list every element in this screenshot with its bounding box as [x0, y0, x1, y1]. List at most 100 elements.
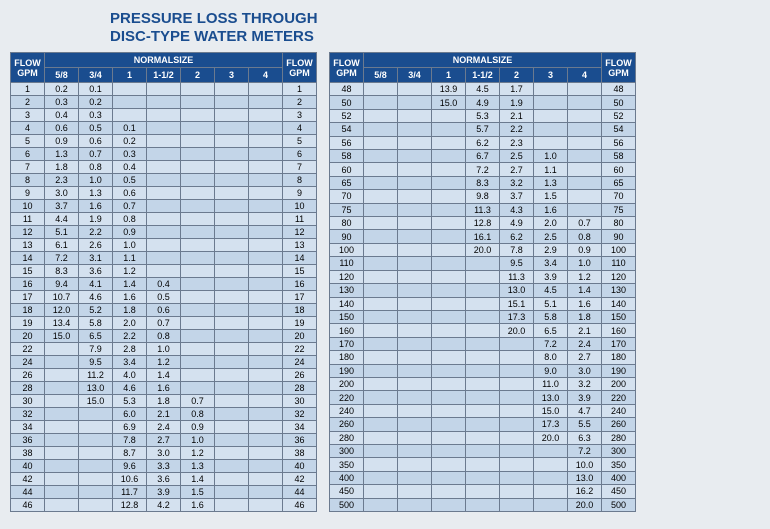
- table-row: 2015.06.52.20.820: [11, 330, 317, 343]
- cell-value: 9.5: [500, 257, 534, 270]
- cell-value: [45, 382, 79, 395]
- cell-value: [398, 217, 432, 230]
- cell-flow-right: 50: [602, 96, 636, 109]
- cell-flow-right: 200: [602, 377, 636, 390]
- cell-value: 4.5: [466, 83, 500, 96]
- cell-value: 3.6: [147, 473, 181, 486]
- cell-value: [398, 123, 432, 136]
- cell-value: [249, 395, 283, 408]
- cell-flow-left: 54: [330, 123, 364, 136]
- pressure-loss-table-1: FLOWGPMNORMALSIZEFLOWGPM5/83/411-1/2234 …: [10, 52, 317, 512]
- cell-value: [432, 458, 466, 471]
- cell-value: 2.6: [79, 239, 113, 252]
- cell-value: [249, 174, 283, 187]
- cell-value: [215, 291, 249, 304]
- cell-value: 0.6: [45, 122, 79, 135]
- cell-value: 0.7: [113, 200, 147, 213]
- table-row: 61.30.70.36: [11, 148, 317, 161]
- cell-value: 15.0: [79, 395, 113, 408]
- cell-value: [215, 148, 249, 161]
- cell-value: 1.6: [568, 297, 602, 310]
- cell-value: [466, 485, 500, 498]
- cell-value: 20.0: [534, 431, 568, 444]
- cell-value: 0.5: [79, 122, 113, 135]
- cell-value: 0.4: [113, 161, 147, 174]
- cell-value: 5.3: [113, 395, 147, 408]
- table-row: 586.72.51.058: [330, 150, 636, 163]
- cell-flow-left: 170: [330, 337, 364, 350]
- cell-value: [398, 190, 432, 203]
- cell-value: [398, 485, 432, 498]
- cell-flow-left: 46: [11, 499, 45, 512]
- cell-flow-left: 28: [11, 382, 45, 395]
- cell-value: [249, 330, 283, 343]
- cell-value: 3.9: [147, 486, 181, 499]
- col-size-2: 1: [432, 68, 466, 83]
- cell-value: [364, 83, 398, 96]
- cell-flow-right: 56: [602, 136, 636, 149]
- cell-value: [466, 404, 500, 417]
- cell-flow-right: 150: [602, 310, 636, 323]
- cell-value: 15.0: [45, 330, 79, 343]
- cell-value: 0.5: [147, 291, 181, 304]
- cell-value: 5.3: [466, 109, 500, 122]
- cell-value: [364, 404, 398, 417]
- cell-value: [249, 226, 283, 239]
- cell-value: [249, 161, 283, 174]
- cell-value: [249, 278, 283, 291]
- cell-value: [249, 447, 283, 460]
- cell-flow-left: 40: [11, 460, 45, 473]
- cell-value: [113, 109, 147, 122]
- cell-flow-left: 65: [330, 176, 364, 189]
- cell-value: 1.8: [147, 395, 181, 408]
- cell-value: [215, 83, 249, 96]
- cell-value: 0.3: [45, 96, 79, 109]
- cell-flow-right: 26: [283, 369, 317, 382]
- cell-value: [466, 284, 500, 297]
- cell-value: [45, 421, 79, 434]
- cell-value: 2.0: [113, 317, 147, 330]
- cell-value: 3.9: [534, 270, 568, 283]
- cell-value: [364, 324, 398, 337]
- cell-flow-left: 10: [11, 200, 45, 213]
- cell-flow-right: 220: [602, 391, 636, 404]
- cell-value: 5.7: [466, 123, 500, 136]
- cell-value: [249, 265, 283, 278]
- cell-value: [432, 243, 466, 256]
- cell-value: [79, 499, 113, 512]
- cell-value: [215, 434, 249, 447]
- cell-value: [249, 408, 283, 421]
- cell-value: 1.3: [181, 460, 215, 473]
- table-row: 709.83.71.570: [330, 190, 636, 203]
- cell-value: 1.6: [147, 382, 181, 395]
- cell-value: 2.1: [147, 408, 181, 421]
- cell-flow-right: 34: [283, 421, 317, 434]
- cell-value: 3.2: [568, 377, 602, 390]
- cell-value: [215, 239, 249, 252]
- cell-flow-right: 19: [283, 317, 317, 330]
- cell-value: [215, 278, 249, 291]
- cell-value: [432, 203, 466, 216]
- table-row: 40013.0400: [330, 471, 636, 484]
- cell-flow-right: 44: [283, 486, 317, 499]
- cell-value: 2.2: [113, 330, 147, 343]
- cell-flow-right: 9: [283, 187, 317, 200]
- cell-value: 1.0: [147, 343, 181, 356]
- table-row: 658.33.21.365: [330, 176, 636, 189]
- col-flow-gpm-left: FLOWGPM: [330, 53, 364, 83]
- cell-value: [398, 458, 432, 471]
- cell-flow-left: 19: [11, 317, 45, 330]
- cell-value: [364, 377, 398, 390]
- cell-value: [181, 278, 215, 291]
- cell-value: [432, 391, 466, 404]
- cell-value: [432, 123, 466, 136]
- table-row: 1109.53.41.0110: [330, 257, 636, 270]
- cell-value: [181, 382, 215, 395]
- cell-flow-left: 48: [330, 83, 364, 96]
- cell-value: 2.1: [500, 109, 534, 122]
- cell-value: [500, 391, 534, 404]
- cell-value: 2.5: [500, 150, 534, 163]
- cell-value: [466, 377, 500, 390]
- cell-flow-right: 140: [602, 297, 636, 310]
- cell-value: [432, 284, 466, 297]
